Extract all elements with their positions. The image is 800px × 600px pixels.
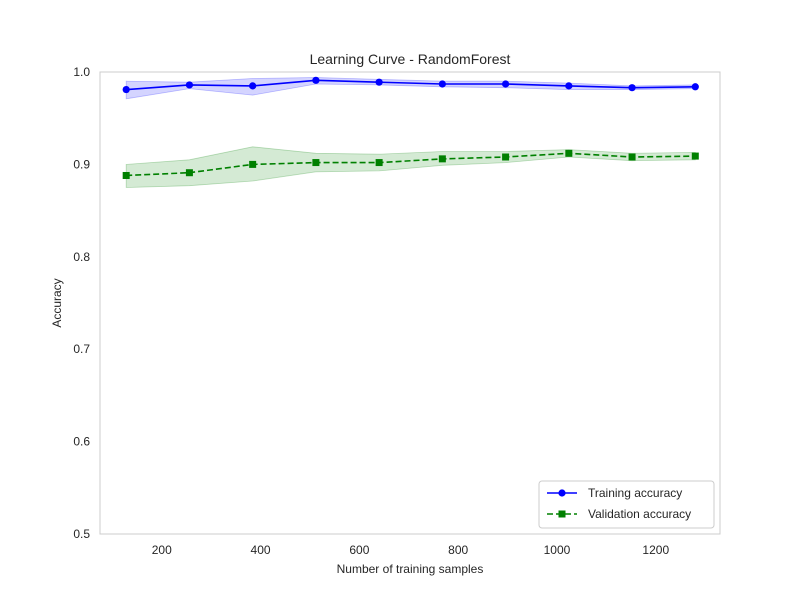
x-tick-label: 800 <box>448 543 468 557</box>
training-accuracy-point <box>438 80 446 88</box>
training-accuracy-point <box>249 82 257 90</box>
series-markers <box>122 76 699 179</box>
y-tick-label: 0.6 <box>73 435 90 449</box>
training-accuracy-line <box>126 79 696 91</box>
y-axis-ticks: 0.5 0.6 0.7 0.8 0.9 1.0 <box>73 65 90 541</box>
validation-accuracy-point <box>691 152 699 160</box>
training-accuracy-point <box>691 83 699 91</box>
validation-accuracy-band <box>125 146 696 188</box>
series-lines <box>126 79 696 177</box>
x-tick-label: 200 <box>152 543 172 557</box>
validation-accuracy-point <box>122 171 130 179</box>
x-tick-label: 400 <box>251 543 271 557</box>
x-tick-label: 600 <box>349 543 369 557</box>
plot-area <box>100 72 720 534</box>
training-accuracy-point <box>122 85 130 94</box>
validation-accuracy-point <box>565 149 573 157</box>
validation-accuracy-point <box>185 169 193 177</box>
validation-accuracy-point <box>502 153 510 161</box>
training-accuracy-point <box>565 82 573 90</box>
legend-marker-validation <box>558 510 566 518</box>
x-axis-title: Number of training samples <box>337 562 484 576</box>
plot-frame <box>99 71 721 535</box>
training-accuracy-point <box>375 78 383 86</box>
x-tick-label: 1200 <box>642 543 669 557</box>
validation-accuracy-line <box>126 152 696 177</box>
chart-title: Learning Curve - RandomForest <box>310 51 511 67</box>
training-accuracy-point <box>185 81 194 89</box>
y-tick-label: 1.0 <box>73 65 90 79</box>
validation-accuracy-point <box>628 153 636 161</box>
y-tick-label: 0.7 <box>73 342 90 356</box>
validation-accuracy-point <box>438 155 446 163</box>
validation-accuracy-point <box>249 160 257 168</box>
legend: Training accuracy Validation accuracy <box>538 480 715 529</box>
x-axis-ticks: 200 400 600 800 1000 1200 <box>152 543 670 557</box>
y-tick-label: 0.5 <box>73 527 90 541</box>
legend-marker-training <box>558 489 566 497</box>
legend-label-training: Training accuracy <box>588 486 682 500</box>
training-accuracy-point <box>501 80 510 88</box>
x-tick-label: 1000 <box>544 543 571 557</box>
training-accuracy-point <box>312 76 320 84</box>
legend-box <box>538 480 715 529</box>
legend-label-validation: Validation accuracy <box>588 507 691 521</box>
y-tick-label: 0.9 <box>73 157 90 171</box>
y-axis-title: Accuracy <box>50 278 64 327</box>
y-tick-label: 0.8 <box>73 250 90 264</box>
validation-accuracy-point <box>312 159 320 167</box>
training-accuracy-point <box>628 84 636 92</box>
validation-accuracy-point <box>375 159 383 167</box>
